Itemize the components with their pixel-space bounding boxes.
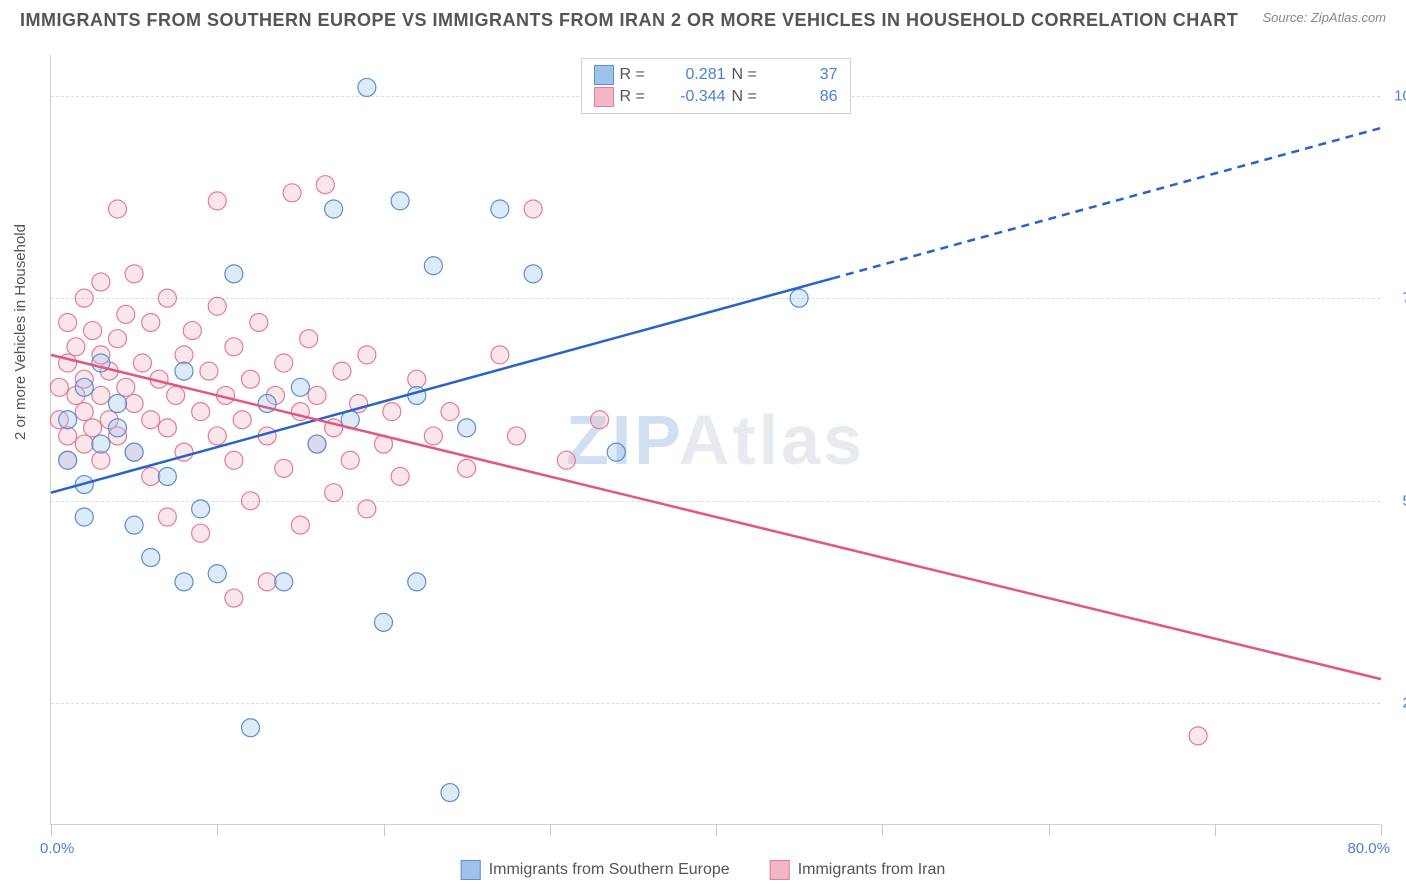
page-title: IMMIGRANTS FROM SOUTHERN EUROPE VS IMMIG… [20,10,1238,31]
legend-swatch-1 [461,860,481,880]
stat-N-label: N = [732,88,762,106]
legend: Immigrants from Southern Europe Immigran… [461,860,946,880]
stats-row-series-1: R = 0.281 N = 37 [594,65,838,85]
stat-N-value-1: 37 [768,66,838,84]
y-tick-label: 25.0% [1402,695,1406,712]
y-tick-label: 75.0% [1402,290,1406,307]
stat-N-value-2: 86 [768,88,838,106]
x-axis-max: 80.0% [1347,840,1390,857]
legend-label-2: Immigrants from Iran [798,861,946,879]
stat-R-label: R = [620,66,650,84]
x-axis-min: 0.0% [40,840,74,857]
source-attribution: Source: ZipAtlas.com [1262,10,1386,25]
stat-R-label: R = [620,88,650,106]
y-axis-label: 2 or more Vehicles in Household [12,224,29,440]
legend-item-2: Immigrants from Iran [770,860,946,880]
swatch-series-2 [594,87,614,107]
stat-R-value-1: 0.281 [656,66,726,84]
legend-label-1: Immigrants from Southern Europe [489,861,730,879]
stat-N-label: N = [732,66,762,84]
stat-R-value-2: -0.344 [656,88,726,106]
chart-plot-area: 25.0%50.0%75.0%100.0% ZIPAtlas R = 0.281… [50,55,1380,825]
stats-row-series-2: R = -0.344 N = 86 [594,87,838,107]
scatter-svg [51,55,1380,824]
legend-swatch-2 [770,860,790,880]
y-tick-label: 50.0% [1402,492,1406,509]
y-tick-label: 100.0% [1394,87,1406,104]
legend-item-1: Immigrants from Southern Europe [461,860,730,880]
swatch-series-1 [594,65,614,85]
correlation-stats-box: R = 0.281 N = 37 R = -0.344 N = 86 [581,58,851,114]
